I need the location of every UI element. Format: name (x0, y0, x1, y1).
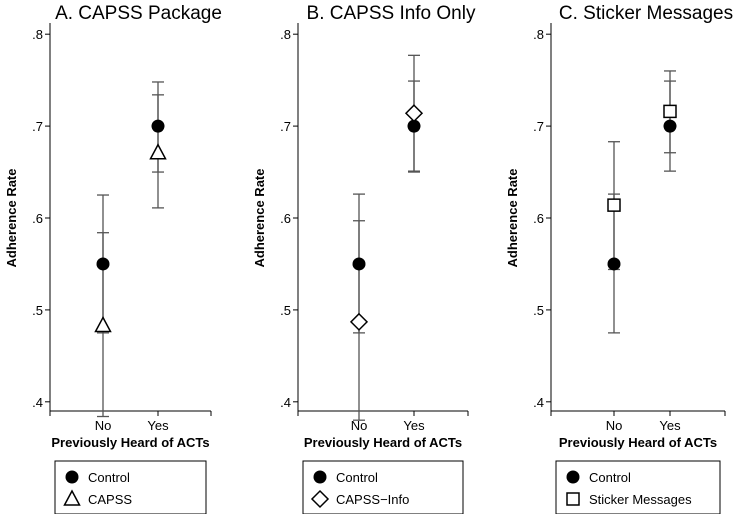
legend-marker-circle (65, 470, 79, 484)
legend: Control Sticker Messages (555, 460, 721, 514)
data-point-circle (96, 257, 110, 271)
data-point-triangle (94, 315, 112, 333)
x-tick-label: Yes (659, 418, 681, 433)
chart-title: C. Sticker Messages (559, 3, 733, 24)
legend-label: CAPSS−Info (336, 492, 409, 507)
y-tick-label: .8 (280, 27, 291, 42)
x-tick-label: No (606, 418, 623, 433)
x-tick-label: Yes (147, 418, 169, 433)
data-point-diamond (349, 312, 369, 331)
x-tick-label: No (95, 418, 112, 433)
x-axis-label: Previously Heard of ACTs (559, 435, 717, 450)
y-tick-label: .6 (280, 211, 291, 226)
y-tick-label: .7 (280, 119, 291, 134)
x-axis-label: Previously Heard of ACTs (51, 435, 209, 450)
y-tick-label: .5 (280, 303, 291, 318)
y-axis-label: Adherence Rate (252, 169, 267, 268)
y-tick-label: .6 (32, 211, 43, 226)
chart-panel-1: A. CAPSS Package .4 .5 .6 .7 .8 No Yes Previousl… (4, 3, 222, 514)
legend: Control CAPSS−Info (302, 460, 464, 514)
y-tick-label: .7 (32, 119, 43, 134)
legend-label: Control (589, 470, 631, 485)
data-point-diamond (404, 104, 424, 123)
data-point-triangle (149, 143, 167, 160)
x-tick-label: No (351, 418, 368, 433)
legend-marker-square (566, 492, 580, 506)
legend-label: Control (336, 470, 378, 485)
legend-label: Sticker Messages (589, 492, 692, 507)
data-point-circle (607, 257, 621, 271)
chart-panel-3: C. Sticker Messages .4 .5 .6 .7 .8 No Yes Previo… (505, 3, 733, 514)
legend-label: CAPSS (88, 492, 132, 507)
legend-marker-circle (313, 470, 327, 484)
y-tick-label: .4 (533, 395, 544, 410)
legend-marker-circle (566, 470, 580, 484)
y-tick-label: .8 (533, 27, 544, 42)
data-point-circle (151, 119, 165, 133)
y-axis-label: Adherence Rate (505, 169, 520, 268)
y-tick-label: .4 (280, 395, 291, 410)
y-tick-label: .5 (32, 303, 43, 318)
chart-panel-2: B. CAPSS Info Only .4 .5 .6 .7 .8 No Yes Previou… (252, 3, 476, 514)
data-point-square (607, 198, 621, 212)
y-tick-label: .4 (32, 395, 43, 410)
y-tick-label: .5 (533, 303, 544, 318)
legend-box (302, 460, 464, 514)
chart-title: A. CAPSS Package (55, 3, 222, 24)
data-point-square (663, 104, 677, 119)
legend: Control CAPSS (54, 460, 207, 514)
y-tick-label: .7 (533, 119, 544, 134)
x-tick-label: Yes (403, 418, 425, 433)
y-axis-label: Adherence Rate (4, 169, 19, 268)
legend-marker-triangle (63, 489, 81, 506)
y-tick-label: .6 (533, 211, 544, 226)
legend-label: Control (88, 470, 130, 485)
x-axis-label: Previously Heard of ACTs (304, 435, 462, 450)
data-point-circle (407, 119, 421, 133)
legend-box (555, 460, 721, 514)
legend-marker-diamond (310, 489, 330, 509)
chart-title: B. CAPSS Info Only (307, 3, 476, 24)
data-point-circle (663, 119, 677, 133)
y-tick-label: .8 (32, 27, 43, 42)
data-point-circle (352, 257, 366, 271)
